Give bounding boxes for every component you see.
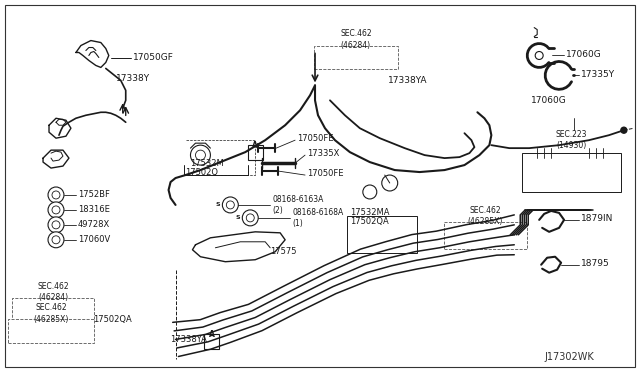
Text: 17050FE: 17050FE (307, 169, 344, 177)
Text: 17502QA: 17502QA (350, 217, 388, 227)
FancyBboxPatch shape (522, 153, 621, 192)
Text: 18795: 18795 (581, 259, 610, 268)
Circle shape (195, 150, 205, 160)
Text: SEC.462
(46284): SEC.462 (46284) (340, 29, 372, 49)
Text: 17050FE: 17050FE (297, 134, 333, 143)
Text: 1752BF: 1752BF (78, 190, 110, 199)
Text: 1879IN: 1879IN (581, 214, 613, 223)
Text: S: S (216, 202, 220, 208)
Text: 17502Q: 17502Q (186, 167, 218, 177)
FancyBboxPatch shape (347, 216, 417, 253)
Text: 17338YA: 17338YA (388, 76, 428, 85)
Text: A: A (252, 141, 258, 150)
Text: 17338YA: 17338YA (171, 335, 207, 344)
Text: A: A (209, 330, 214, 339)
FancyBboxPatch shape (248, 145, 262, 160)
Circle shape (52, 221, 60, 229)
Circle shape (52, 236, 60, 244)
Circle shape (227, 201, 234, 209)
Text: SEC.462
(46284): SEC.462 (46284) (37, 282, 69, 302)
Text: SEC.223
(14930): SEC.223 (14930) (556, 130, 587, 150)
FancyBboxPatch shape (444, 222, 527, 249)
Text: 08168-6168A
(1): 08168-6168A (1) (292, 208, 343, 228)
Text: 17335Y: 17335Y (581, 70, 615, 79)
Text: 17338Y: 17338Y (116, 74, 150, 83)
Text: J17302WK: J17302WK (544, 352, 594, 362)
Circle shape (246, 214, 254, 222)
Text: 49728X: 49728X (78, 220, 110, 230)
Circle shape (48, 187, 64, 203)
FancyBboxPatch shape (314, 45, 397, 70)
FancyBboxPatch shape (8, 320, 94, 343)
Circle shape (52, 191, 60, 199)
FancyBboxPatch shape (12, 298, 94, 321)
FancyBboxPatch shape (204, 334, 219, 349)
Text: SEC.462
(46285X): SEC.462 (46285X) (468, 206, 503, 226)
Text: SEC.462
(46285X): SEC.462 (46285X) (33, 304, 68, 324)
Text: 17502QA: 17502QA (93, 315, 132, 324)
Text: 17532MA: 17532MA (350, 208, 389, 217)
Text: 17575: 17575 (270, 247, 297, 256)
Circle shape (382, 175, 397, 191)
Text: 08168-6163A
(2): 08168-6163A (2) (272, 195, 324, 215)
Text: 17060V: 17060V (78, 235, 110, 244)
Circle shape (48, 217, 64, 233)
Circle shape (363, 185, 377, 199)
Circle shape (48, 232, 64, 248)
Circle shape (535, 51, 543, 60)
Text: 17335X: 17335X (307, 149, 339, 158)
Circle shape (52, 206, 60, 214)
Text: 17532M: 17532M (191, 158, 224, 167)
Text: 17050GF: 17050GF (132, 53, 173, 62)
Text: 17060G: 17060G (531, 96, 567, 105)
Circle shape (48, 202, 64, 218)
Circle shape (243, 210, 258, 226)
Text: 17060G: 17060G (566, 50, 602, 59)
Text: 18316E: 18316E (78, 205, 110, 214)
Text: S: S (236, 215, 240, 220)
Circle shape (621, 127, 627, 133)
Circle shape (222, 197, 238, 213)
Circle shape (191, 145, 211, 165)
